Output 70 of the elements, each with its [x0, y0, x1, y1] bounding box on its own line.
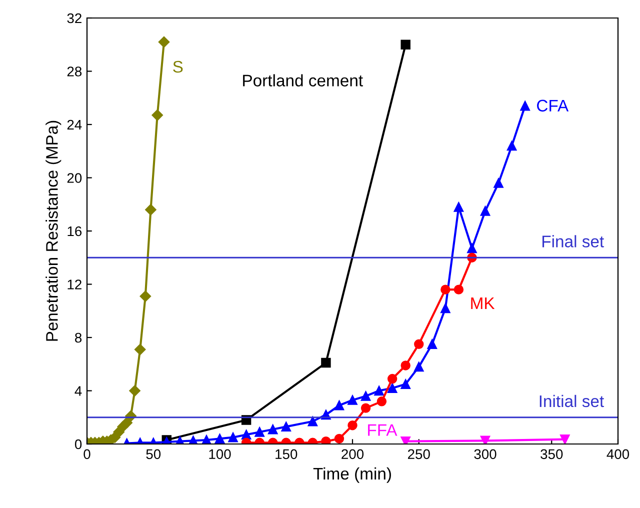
- x-tick-label: 100: [209, 449, 231, 460]
- point: [374, 386, 384, 396]
- point: [308, 416, 318, 426]
- series-label: Portland cement: [243, 74, 363, 86]
- point: [376, 396, 387, 406]
- point: [321, 436, 331, 444]
- y-tick-label: 0: [74, 439, 82, 450]
- x-tick-label: 200: [342, 449, 364, 460]
- ref-line-label: Final set: [542, 235, 604, 248]
- point: [454, 202, 464, 212]
- y-tick-label: 8: [75, 332, 82, 343]
- series-label: FFA: [368, 424, 398, 436]
- point: [520, 101, 530, 111]
- point: [134, 344, 146, 356]
- point: [228, 432, 238, 442]
- y-tick-label: 24: [67, 120, 82, 130]
- point: [268, 424, 278, 434]
- point: [321, 358, 331, 368]
- y-tick-label: 20: [67, 173, 82, 183]
- point: [414, 339, 424, 350]
- point: [214, 434, 225, 444]
- x-axis-title: Time (min): [313, 467, 391, 483]
- y-tick-label: 16: [68, 226, 82, 236]
- point: [360, 403, 371, 413]
- x-tick-label: 0: [84, 449, 90, 460]
- point: [400, 379, 410, 389]
- point: [440, 284, 450, 294]
- y-tick-label: 32: [67, 13, 82, 24]
- point: [334, 434, 344, 444]
- point: [400, 436, 410, 444]
- y-tick-label: 4: [74, 386, 82, 396]
- point: [414, 362, 424, 372]
- point: [427, 339, 438, 350]
- point: [387, 383, 398, 393]
- point: [145, 204, 156, 216]
- point: [129, 385, 140, 396]
- x-tick-label: 50: [146, 449, 161, 460]
- x-tick-label: 250: [408, 449, 430, 460]
- x-tick-label: 350: [540, 449, 563, 460]
- point: [281, 422, 291, 432]
- y-tick-label: 12: [68, 280, 82, 290]
- point: [152, 110, 163, 121]
- series-label: CFA: [537, 100, 569, 112]
- point: [334, 400, 344, 410]
- point: [360, 391, 371, 401]
- y-axis-title: Penetration Resistance (MPa): [46, 120, 62, 341]
- point: [158, 36, 170, 48]
- point: [480, 206, 490, 216]
- point: [400, 40, 410, 50]
- point: [494, 178, 504, 188]
- point: [140, 290, 152, 302]
- point: [467, 243, 477, 254]
- x-tick-label: 150: [276, 449, 298, 460]
- x-tick-label: 400: [606, 449, 630, 460]
- point: [400, 360, 410, 370]
- point: [254, 427, 264, 437]
- point: [506, 140, 517, 151]
- point: [440, 303, 450, 314]
- ref-line-label: Initial set: [540, 394, 604, 408]
- point: [348, 395, 358, 405]
- point: [348, 420, 358, 430]
- y-tick-label: 28: [67, 66, 82, 76]
- point: [387, 374, 398, 384]
- point: [560, 434, 570, 444]
- series-label: MK: [471, 298, 495, 310]
- point: [121, 417, 132, 428]
- point: [480, 436, 490, 444]
- point: [454, 284, 464, 294]
- x-tick-label: 300: [474, 449, 496, 460]
- series-label: S: [173, 60, 183, 73]
